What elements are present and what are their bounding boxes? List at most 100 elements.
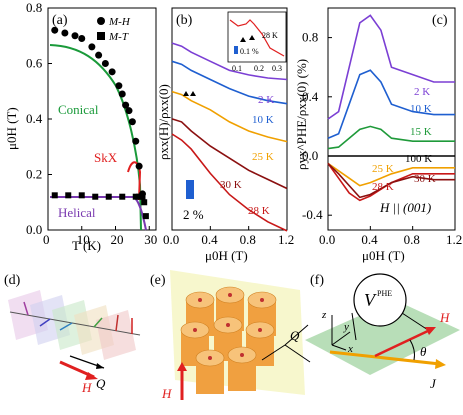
y-tick-label: 0.4 [26, 111, 43, 126]
panel-e-label: (e) [150, 273, 166, 288]
mh-data-point [108, 68, 116, 76]
spin-arrow-5 [115, 314, 119, 332]
mh-data-point [115, 82, 123, 90]
mh-data-point [132, 137, 140, 145]
inset-marker-2 [249, 35, 255, 40]
y-tick-label: 0.8 [26, 0, 42, 15]
x-tick-label: 1.2 [446, 232, 462, 247]
skyrmion-core [228, 293, 232, 297]
skyrmion-tubes [180, 286, 277, 394]
panel-d-helical-schematic: (d) H Q [4, 273, 141, 395]
panel-a-label: (a) [52, 13, 68, 28]
mh-data-point [128, 118, 136, 126]
b-curve-2k [171, 42, 288, 81]
skyrmion-core [208, 356, 212, 360]
x-tick-label: 0.0 [163, 232, 179, 247]
inset-label-28k: 28 K [262, 31, 278, 40]
panel-b-marker-2 [190, 91, 196, 96]
x-tick-label: 10 [77, 232, 90, 247]
panel-a-ylabel: μ0H (T) [4, 107, 19, 150]
mt-data-point [142, 213, 149, 220]
y-tick-label: 0.0 [302, 148, 318, 163]
panel-f-voltage-sup: PHE [377, 289, 392, 298]
panel-c-ylabel: ρyx^PHE/ρxx(0) (%) [294, 59, 309, 170]
c-curve-28k [327, 162, 455, 202]
q-axis-1 [284, 324, 309, 346]
mt-data-point [51, 192, 58, 199]
mh-data-point [61, 29, 69, 37]
mh-data-point [71, 32, 79, 40]
panel-e-q-label: Q [290, 328, 300, 343]
conical-boundary-line [49, 44, 142, 231]
c-label-25k: 25 K [372, 163, 394, 175]
panel-d-q-label: Q [96, 376, 106, 391]
y-tick-label: 0.6 [26, 56, 43, 71]
panel-f-y: y [343, 321, 349, 333]
y-tick-label: 0.2 [26, 167, 42, 182]
panel-a-data-markers [51, 26, 149, 220]
voltage-wire-left [351, 312, 357, 341]
x-tick-label: 0.4 [201, 232, 218, 247]
panel-b-curves [171, 42, 288, 232]
legend-mh-marker [97, 17, 105, 25]
mt-data-point [78, 192, 85, 199]
field-arrow-f [374, 328, 431, 358]
y-tick-label: 0.8 [302, 30, 318, 45]
mh-data-point [88, 43, 96, 51]
panel-f-current-label: J [430, 376, 437, 391]
panel-b-scale-bar [186, 180, 194, 199]
panel-c-field-annotation: H || (001) [379, 200, 431, 215]
q-axis-2 [284, 344, 311, 363]
panel-c: (c) 0.0 0.4 0.8 1.2 -0.4 0.0 0.4 0.8 2 K 10 K 1… [294, 7, 462, 263]
c-label-100k: 100 K [405, 153, 432, 165]
current-arrowhead [435, 359, 446, 369]
mh-data-point [118, 90, 126, 98]
field-arrowhead-e [177, 362, 187, 371]
c-label-28k: 28 K [372, 181, 394, 193]
c-curve-30k [327, 162, 455, 199]
mh-data-point [122, 101, 130, 109]
inset-xtick-1: 0.1 [232, 64, 242, 73]
b-curve-30k [171, 118, 288, 190]
legend-mh-label: M-H [108, 16, 131, 28]
c-label-30k: 30 K [414, 173, 436, 185]
panel-f-label: (f) [310, 273, 324, 288]
x-tick-label: 30 [144, 232, 157, 247]
b-label-10k: 10 K [252, 114, 274, 126]
panel-b-xlabel: μ0H (T) [205, 248, 248, 263]
panel-f-z: z [321, 309, 327, 321]
panel-b-ylabel: ρxx(H)/ρxx(0) [156, 84, 171, 160]
panel-c-axes: 0.0 0.4 0.8 1.2 -0.4 0.0 0.4 0.8 [302, 30, 462, 247]
c-curve-25k [327, 162, 455, 187]
panel-c-curves [327, 14, 455, 202]
b-curve-28k [171, 133, 288, 232]
b-curve-25k [171, 90, 288, 143]
conical-phase-label: Conical [58, 102, 99, 117]
panel-f-field-label: H [439, 310, 450, 325]
panel-d-label: (d) [4, 273, 21, 288]
q-axis-3 [261, 344, 286, 361]
inset-xtick-3: 0.3 [272, 64, 282, 73]
c-label-10k: 10 K [410, 103, 432, 115]
c-label-2k: 2 K [414, 86, 430, 98]
mh-data-point [135, 162, 143, 170]
mh-data-point [95, 51, 103, 59]
spin-arrow-3 [59, 322, 73, 331]
x-tick-label: 0 [43, 232, 50, 247]
b-label-25k: 25 K [252, 151, 274, 163]
panel-a-axes: 0 10 20 30 0.0 0.2 0.4 0.6 0.8 [26, 0, 157, 247]
panel-b-label: (b) [176, 13, 193, 28]
b-label-28k: 28 K [248, 205, 270, 217]
skyrmion-core [226, 323, 230, 327]
c-curve-15k [327, 125, 455, 150]
legend-mt-label: M-T [108, 31, 129, 43]
skyrmion-core [260, 298, 264, 302]
skx-phase-label: SkX [94, 150, 118, 165]
x-tick-label: 0.8 [404, 232, 420, 247]
inset-scale-label: 0.1 % [240, 47, 259, 56]
field-arrowhead-f [425, 327, 436, 335]
x-tick-label: 20 [111, 232, 124, 247]
panel-b-scale-label: 2 % [183, 207, 204, 222]
mt-data-point [119, 193, 126, 200]
